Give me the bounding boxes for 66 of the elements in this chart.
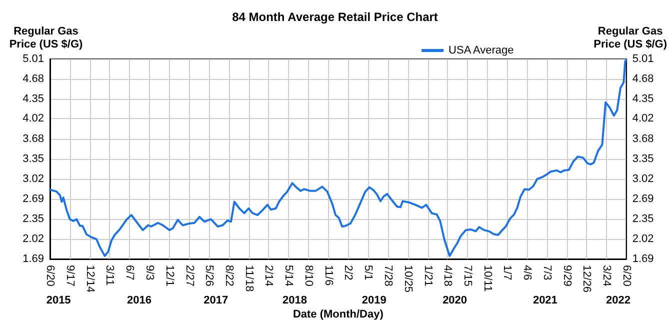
x-tick-label: 5/1 (362, 265, 374, 280)
x-tick-label: 2/2 (342, 265, 354, 280)
x2-tick-label: 2018 (282, 294, 308, 306)
x-tick-label: 4/18 (442, 265, 454, 286)
y2-tick-label: 3.35 (632, 153, 654, 165)
y2-tick-label: 4.35 (632, 92, 654, 105)
y2-axis-title: Regular Gas Price (US $/G) (594, 26, 668, 50)
y-axis-title: Regular Gas Price (US $/G) (9, 26, 84, 50)
x-tick-label: 5/14 (282, 265, 295, 286)
x-tick-label: 8/22 (222, 265, 235, 286)
x-tick-label: 11/18 (242, 265, 255, 292)
y-tick-label: 4.35 (22, 92, 44, 105)
y-tick-label: 1.69 (22, 253, 44, 265)
line-series (49, 58, 628, 257)
y-tick-label: 3.35 (22, 153, 44, 165)
x-tick-label: 5/26 (203, 265, 216, 286)
x-tick-label: 10/25 (402, 265, 414, 293)
x-tick-label: 7/28 (382, 265, 394, 286)
y2-tick-label: 4.02 (632, 112, 654, 125)
x2-tick-label: 2015 (46, 294, 71, 306)
y2-tick-label: 2.02 (632, 233, 654, 246)
y2-tick-label: 3.02 (632, 172, 654, 185)
x2-tick-label: 2020 (442, 294, 468, 306)
y-tick-label: 3.02 (22, 172, 44, 185)
x-tick-label: 1/21 (422, 265, 434, 286)
x2-tick-label: 2016 (127, 294, 152, 306)
x-tick-label: 12/1 (163, 265, 176, 286)
x-tick-label: 7/3 (540, 265, 553, 280)
y2-tick-label: 2.35 (632, 213, 654, 226)
chart-title: 84 Month Average Retail Price Chart (232, 10, 438, 24)
x-tick-label: 10/11 (481, 265, 494, 292)
x-tick-label: 8/10 (302, 265, 315, 286)
y-tick-label: 3.68 (22, 133, 44, 146)
x-tick-label: 7/15 (461, 265, 474, 286)
x-tick-label: 9/29 (560, 265, 573, 286)
y-tick-label: 5.01 (22, 53, 44, 65)
x-axis-title: Date (Month/Day) (292, 308, 384, 320)
x-tick-label: 12/14 (84, 265, 96, 293)
x-tick-label: 1/7 (501, 265, 514, 280)
y-tick-label: 2.35 (22, 213, 44, 226)
x-tick-label: 3/11 (104, 265, 116, 286)
x-tick-label: 6/7 (124, 265, 136, 280)
legend-label: USA Average (448, 44, 514, 56)
x-tick-label: 3/24 (600, 265, 612, 286)
y2-tick-label: 5.01 (632, 53, 654, 65)
y2-tick-label: 1.69 (632, 253, 654, 265)
y-tick-label: 2.69 (22, 192, 44, 205)
x-tick-label: 2/14 (262, 265, 275, 286)
x-tick-label: 6/20 (44, 265, 56, 286)
x-tick-label: 12/26 (580, 265, 593, 293)
y2-tick-label: 2.69 (632, 192, 654, 205)
x2-tick-label: 2022 (606, 294, 630, 306)
y2-tick-label: 3.68 (632, 133, 654, 146)
y-tick-label: 4.68 (22, 72, 44, 85)
x2-tick-label: 2021 (532, 294, 558, 306)
x2-tick-label: 2017 (204, 294, 228, 306)
y-tick-label: 2.02 (22, 233, 44, 246)
x-tick-label: 9/17 (64, 265, 76, 286)
x-tick-label: 6/20 (620, 265, 632, 286)
y-tick-label: 4.02 (22, 112, 44, 125)
x2-tick-label: 2019 (362, 294, 386, 306)
y2-tick-label: 4.68 (632, 72, 654, 85)
x-tick-label: 11/6 (322, 265, 334, 286)
x-tick-label: 2/27 (183, 265, 196, 286)
x-tick-label: 9/3 (143, 265, 156, 280)
x-tick-label: 4/6 (521, 265, 534, 280)
